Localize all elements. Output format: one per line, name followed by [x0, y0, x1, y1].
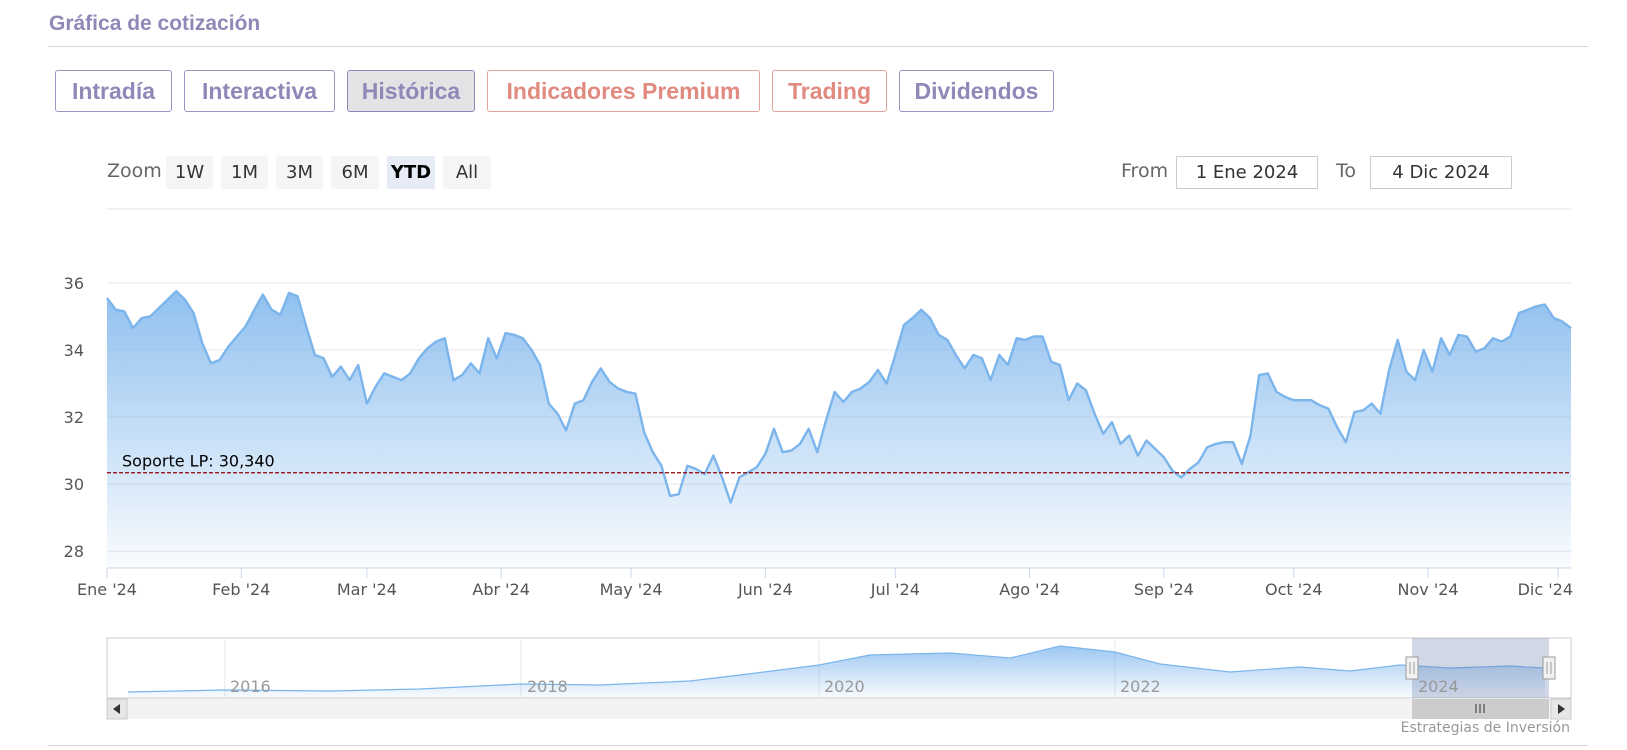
zoom-3m-button[interactable]: 3M [276, 156, 323, 189]
y-axis: 28 30 32 34 36 [64, 274, 84, 561]
x-tick-label: Ene '24 [77, 580, 137, 599]
bottom-divider [48, 745, 1588, 746]
tab-trading[interactable]: Trading [772, 70, 887, 112]
zoom-1m-button[interactable]: 1M [221, 156, 268, 189]
chart-credits: Estrategias de Inversión [1400, 720, 1570, 736]
x-tick-label: Abr '24 [472, 580, 530, 599]
navigator-year-label: 2024 [1418, 677, 1459, 696]
price-area [107, 291, 1571, 568]
y-tick-label: 36 [64, 274, 84, 293]
from-date-input[interactable]: 1 Ene 2024 [1176, 156, 1318, 189]
title-divider [48, 46, 1588, 47]
scrollbar[interactable] [106, 698, 1572, 720]
navigator-left-handle[interactable] [1405, 656, 1419, 680]
x-tick-label: Feb '24 [212, 580, 270, 599]
support-label: Soporte LP: 30,340 [122, 452, 275, 471]
y-tick-label: 28 [64, 542, 84, 561]
x-tick-label: Nov '24 [1398, 580, 1459, 599]
price-line [106, 290, 1572, 504]
x-tick-label: Mar '24 [337, 580, 397, 599]
navigator[interactable]: 2016 2018 2020 2022 2024 [106, 637, 1572, 699]
x-tick-label: Dic '24 [1518, 580, 1573, 599]
navigator-line [127, 645, 1546, 693]
x-tick-label: Sep '24 [1134, 580, 1194, 599]
zoom-6m-button[interactable]: 6M [331, 156, 379, 189]
navigator-year-label: 2020 [824, 677, 865, 696]
y-tick-label: 32 [64, 408, 84, 427]
chevron-right-icon [1558, 704, 1565, 714]
x-tick-label: Jul '24 [870, 580, 920, 599]
from-label: From [1121, 160, 1169, 182]
chevron-left-icon [113, 704, 120, 714]
x-tick-label: May '24 [600, 580, 663, 599]
tab-historica[interactable]: Histórica [347, 70, 475, 112]
y-tick-label: 34 [64, 341, 84, 360]
zoom-label: Zoom [107, 160, 162, 182]
tab-interactiva[interactable]: Interactiva [184, 70, 335, 112]
to-label: To [1336, 160, 1357, 182]
navigator-year-label: 2018 [527, 677, 568, 696]
y-tick-label: 30 [64, 475, 84, 494]
scrollbar-track [107, 699, 1571, 719]
x-tick-label: Ago '24 [999, 580, 1060, 599]
x-tick-label: Oct '24 [1265, 580, 1323, 599]
zoom-all-button[interactable]: All [443, 156, 491, 189]
x-axis: Ene '24 Feb '24 Mar '24 Abr '24 May '24 Jun '… [77, 568, 1573, 599]
x-tick-label: Jun '24 [737, 580, 793, 599]
tab-dividendos[interactable]: Dividendos [899, 70, 1054, 112]
tab-intradia[interactable]: Intradía [55, 70, 172, 112]
page-title: Gráfica de cotización [49, 12, 261, 35]
navigator-selection-mask [1412, 638, 1549, 698]
navigator-year-label: 2016 [230, 677, 271, 696]
navigator-year-label: 2022 [1120, 677, 1161, 696]
zoom-1w-button[interactable]: 1W [166, 156, 213, 189]
navigator-area [128, 646, 1545, 698]
navigator-right-handle[interactable] [1542, 656, 1556, 680]
tab-indicadores-premium[interactable]: Indicadores Premium [487, 70, 760, 112]
zoom-ytd-button[interactable]: YTD [387, 156, 435, 189]
to-date-input[interactable]: 4 Dic 2024 [1370, 156, 1512, 189]
